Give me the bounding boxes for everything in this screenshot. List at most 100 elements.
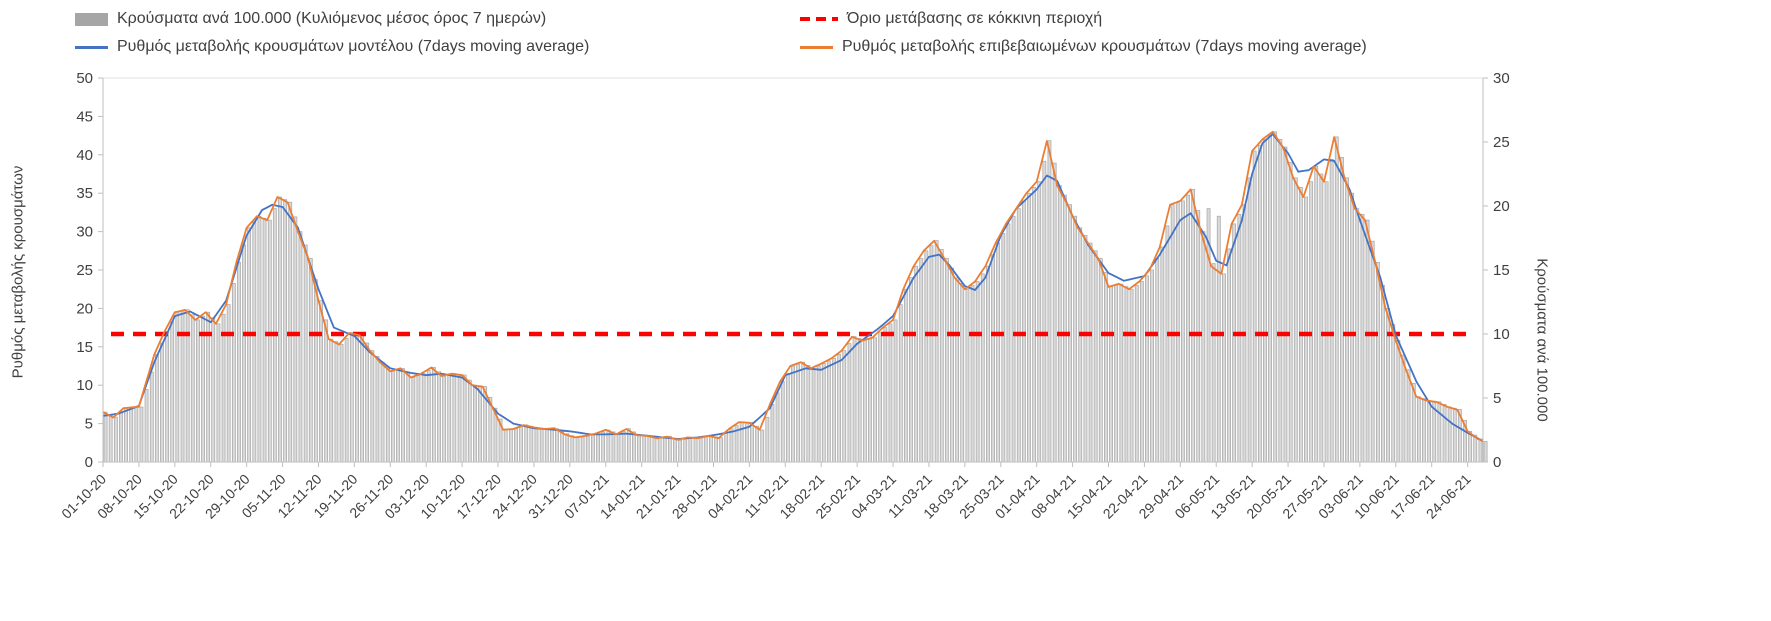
y-right-tick-label: 25 xyxy=(1493,134,1510,151)
legend-label-cases-bars: Κρούσματα ανά 100.000 (Κυλιόμενος μέσος … xyxy=(117,10,547,27)
bar xyxy=(898,304,903,463)
bar xyxy=(565,433,570,463)
bar xyxy=(514,428,518,463)
bar xyxy=(991,254,995,463)
bar xyxy=(662,436,667,463)
y-left-tick-label: 40 xyxy=(76,147,93,164)
bar xyxy=(529,425,534,463)
bar xyxy=(1468,430,1473,463)
bar xyxy=(462,374,467,463)
bar xyxy=(703,436,708,463)
bar xyxy=(903,288,908,463)
y-left-tick-label: 25 xyxy=(76,262,93,279)
bar xyxy=(1381,285,1385,463)
bar xyxy=(1334,136,1339,463)
bar xyxy=(257,215,262,463)
bar xyxy=(1345,177,1349,463)
bar xyxy=(344,338,349,463)
bar xyxy=(1134,285,1139,463)
bar xyxy=(1396,340,1401,463)
bar xyxy=(960,283,965,463)
bar xyxy=(637,434,641,463)
bar xyxy=(575,437,580,463)
bar xyxy=(534,427,539,463)
bar xyxy=(821,363,826,463)
bar xyxy=(914,265,919,463)
bar xyxy=(519,426,523,463)
confirmed-line xyxy=(102,130,1484,442)
bar xyxy=(226,304,231,463)
bar xyxy=(1078,227,1083,463)
bar xyxy=(883,327,888,463)
bar xyxy=(760,429,765,463)
bar xyxy=(144,389,149,463)
bar xyxy=(370,350,375,463)
dashed-line-swatch-icon xyxy=(800,17,838,21)
bar xyxy=(1119,283,1124,463)
bar xyxy=(591,434,595,463)
bar xyxy=(1422,398,1426,463)
bar xyxy=(1216,215,1221,463)
bar xyxy=(1227,248,1231,463)
bar xyxy=(195,319,200,463)
bar xyxy=(267,219,272,463)
bar xyxy=(426,370,431,463)
bar xyxy=(950,267,954,463)
bar xyxy=(237,261,241,463)
bar xyxy=(1191,189,1196,463)
bar xyxy=(1180,200,1185,463)
bar xyxy=(652,436,657,463)
bar xyxy=(421,373,426,463)
bar xyxy=(1386,308,1390,463)
bar xyxy=(452,373,457,463)
bar xyxy=(975,281,980,463)
bar xyxy=(724,432,729,463)
bar xyxy=(1109,286,1113,463)
bar xyxy=(401,368,405,463)
bar xyxy=(1442,404,1447,463)
bar xyxy=(467,379,472,463)
bar xyxy=(1350,192,1355,463)
bar xyxy=(929,245,934,463)
legend-label-threshold: Όριο μετάβασης σε κόκκινη περιοχή xyxy=(847,10,1103,27)
bar xyxy=(642,435,647,463)
bar xyxy=(1309,181,1314,463)
y-left-tick-label: 5 xyxy=(85,416,93,433)
legend-label-confirmed-rate: Ρυθμός μεταβολής επιβεβαιωμένων κρουσμάτ… xyxy=(842,38,1367,55)
bar xyxy=(621,430,626,463)
bar xyxy=(324,319,329,463)
bar xyxy=(262,217,267,463)
bar xyxy=(698,437,703,463)
bar xyxy=(832,357,836,463)
legend-item-confirmed-rate: Ρυθμός μεταβολής επιβεβαιωμένων κρουσμάτ… xyxy=(800,38,1367,56)
bar xyxy=(1257,144,1262,463)
bar xyxy=(1447,406,1452,463)
bar xyxy=(714,436,718,463)
bar xyxy=(857,338,862,463)
bar xyxy=(1288,162,1293,463)
bar xyxy=(1324,181,1329,463)
bar xyxy=(811,368,816,463)
bar xyxy=(924,250,929,463)
bar xyxy=(1401,354,1406,463)
bar xyxy=(862,340,867,463)
bar xyxy=(108,414,113,463)
bar xyxy=(944,258,949,463)
bars-series xyxy=(103,131,1488,463)
bar xyxy=(411,377,416,463)
bar xyxy=(165,331,170,463)
bar xyxy=(1093,250,1098,463)
bar xyxy=(457,373,462,463)
bar xyxy=(847,343,852,463)
bar xyxy=(1268,135,1272,463)
bar xyxy=(365,342,370,463)
bar xyxy=(1222,273,1226,463)
bar xyxy=(478,385,482,463)
bar xyxy=(124,407,128,463)
bar xyxy=(585,436,590,463)
bar xyxy=(775,392,780,463)
bar xyxy=(596,433,600,463)
bar xyxy=(1057,185,1062,463)
bar xyxy=(852,336,857,463)
